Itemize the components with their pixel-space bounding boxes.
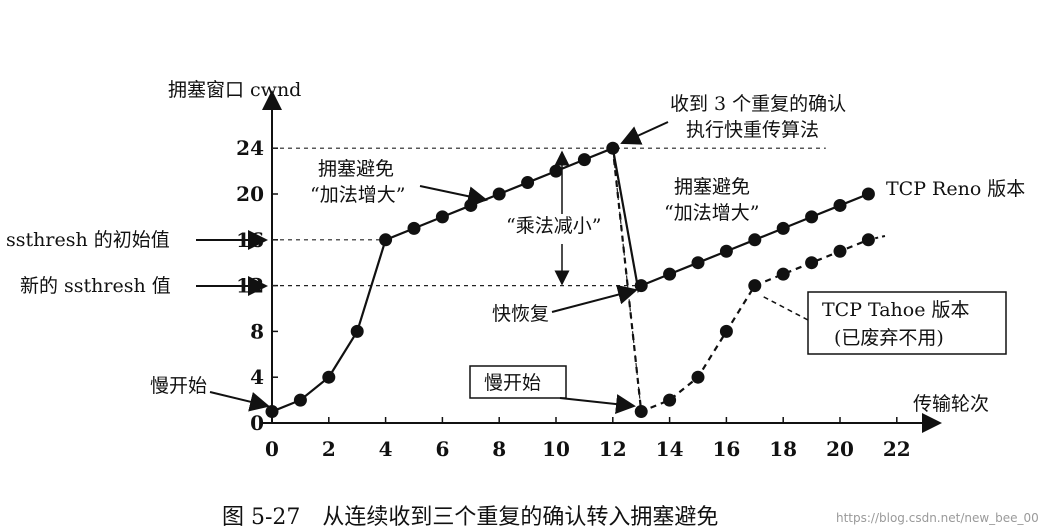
congestion-avoid-1-line1: 拥塞避免 <box>318 158 394 180</box>
tahoe-series-line <box>611 148 869 414</box>
reno-data-point <box>293 393 307 407</box>
tahoe-data-point <box>663 393 677 407</box>
x-tick-label: 2 <box>322 437 336 461</box>
tahoe-data-point <box>776 267 790 281</box>
y-tick-label: 4 <box>250 365 264 389</box>
reno-data-point <box>719 244 733 258</box>
reno-data-point <box>492 187 506 201</box>
three-dup-ack-arrow <box>620 121 669 145</box>
congestion-avoid-1-arrow <box>419 185 488 207</box>
ssthresh-new-label: 新的 ssthresh 值 <box>20 275 171 297</box>
tahoe-data-point <box>748 279 762 293</box>
reno-data-point <box>549 164 563 178</box>
fast-recovery-label: 快恢复 <box>492 303 549 325</box>
tahoe-leader-line <box>761 295 809 321</box>
x-tick-label: 8 <box>492 437 506 461</box>
y-tick-label: 0 <box>250 411 264 435</box>
x-tick-label: 12 <box>599 437 627 461</box>
x-tick-label: 18 <box>769 437 797 461</box>
reno-data-point <box>748 233 762 247</box>
three-dup-ack-line1: 收到 3 个重复的确认 <box>670 93 846 115</box>
slow-start-label-1: 慢开始 <box>150 375 207 397</box>
x-tick-label: 16 <box>712 437 740 461</box>
reno-data-point <box>379 233 393 247</box>
ssthresh-initial-label: ssthresh 的初始值 <box>6 229 170 251</box>
reno-data-point <box>577 153 591 167</box>
reno-data-point <box>521 176 535 190</box>
y-axis-title: 拥塞窗口 cwnd <box>168 79 301 101</box>
reno-data-point <box>265 405 279 419</box>
x-axis-title: 传输轮次 <box>913 393 989 415</box>
series-layer <box>265 141 889 419</box>
tahoe-data-point <box>805 256 819 270</box>
reno-data-point <box>663 267 677 281</box>
figure-caption: 图 5-27 从连续收到三个重复的确认转入拥塞避免 <box>222 505 718 530</box>
reno-data-point <box>776 221 790 235</box>
slow-start-label-2: 慢开始 <box>484 372 541 394</box>
reno-data-point <box>464 198 478 212</box>
congestion-avoid-2-line2: “加法增大” <box>664 202 759 224</box>
tahoe-data-point <box>634 405 648 419</box>
x-tick-label: 22 <box>883 437 911 461</box>
reno-data-point <box>435 210 449 224</box>
reno-data-point <box>322 370 336 384</box>
congestion-avoid-2-line1: 拥塞避免 <box>674 176 750 198</box>
slow-start-arrow-1 <box>209 391 270 412</box>
reno-data-point <box>407 221 421 235</box>
tahoe-data-point <box>719 324 733 338</box>
reno-data-point <box>861 187 875 201</box>
tahoe-data-point <box>691 370 705 384</box>
guide-lines <box>272 147 826 412</box>
reno-data-point <box>691 256 705 270</box>
tahoe-data-point <box>833 244 847 258</box>
reno-data-point <box>833 198 847 212</box>
tcp-tahoe-label-line2: (已废弃不用) <box>834 327 944 349</box>
fast-recovery-arrow <box>551 284 638 313</box>
y-tick-label: 8 <box>250 319 264 343</box>
x-tick-label: 20 <box>826 437 854 461</box>
multiplicative-decrease-label: “乘法减小” <box>506 215 601 237</box>
x-tick-label: 0 <box>265 437 279 461</box>
x-tick-label: 4 <box>379 437 393 461</box>
slow-start-2-box <box>469 365 567 399</box>
watermark: https://blog.csdn.net/new_bee_00 <box>836 511 1039 525</box>
reno-data-point <box>634 279 648 293</box>
y-tick-label: 20 <box>236 182 264 206</box>
tcp-reno-label: TCP Reno 版本 <box>886 178 1025 200</box>
tcp-tahoe-label-line1: TCP Tahoe 版本 <box>822 299 970 321</box>
slow-start-arrow-2 <box>559 394 636 415</box>
congestion-avoid-1-line2: “加法增大” <box>310 184 405 206</box>
reno-data-point <box>350 324 364 338</box>
tahoe-label-box <box>807 291 1007 355</box>
three-dup-ack-line2: 执行快重传算法 <box>686 119 819 141</box>
y-tick-label: 24 <box>236 136 264 160</box>
x-tick-label: 14 <box>656 437 684 461</box>
x-tick-label: 6 <box>435 437 449 461</box>
x-tick-label: 10 <box>542 437 570 461</box>
reno-data-point <box>805 210 819 224</box>
